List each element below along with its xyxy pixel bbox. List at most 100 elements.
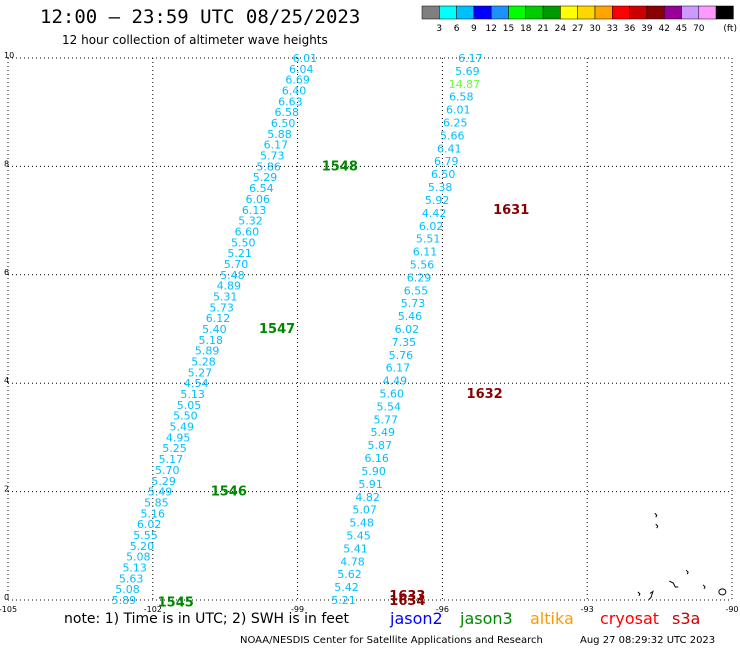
wave-height-value: 6.17	[386, 362, 411, 375]
wave-height-value: 5.56	[410, 258, 435, 271]
wave-height-value: 4.89	[217, 280, 242, 293]
color-scale-label: 33	[607, 24, 618, 34]
wave-height-value: 4.78	[340, 555, 365, 568]
wave-height-value: 5.54	[377, 400, 402, 413]
color-scale-unit: (ft)	[723, 24, 737, 34]
wave-height-value: 5.32	[238, 215, 263, 228]
wave-height-value: 5.63	[119, 572, 144, 585]
wave-height-value: 5.66	[440, 129, 465, 142]
wave-height-value: 6.50	[271, 117, 296, 130]
x-tick-label: -99	[291, 605, 304, 614]
wave-height-value: 5.05	[177, 399, 202, 412]
wave-height-value: 5.87	[367, 439, 392, 452]
wave-height-value: 6.40	[282, 85, 307, 98]
wave-height-value: 5.49	[170, 421, 195, 434]
wave-height-value: 5.90	[361, 465, 386, 478]
legend-jason2: jason2	[390, 609, 443, 628]
wave-height-value: 5.86	[256, 160, 281, 173]
wave-height-value: 5.73	[401, 297, 426, 310]
wave-height-value: 4.54	[184, 377, 209, 390]
coastline-fragment	[669, 580, 679, 588]
x-tick-label: -90	[725, 605, 738, 614]
color-scale-label: 36	[624, 24, 636, 34]
wave-height-value: 5.17	[159, 453, 184, 466]
wave-height-value: 14.87	[449, 78, 481, 91]
wave-height-value: 5.49	[370, 426, 395, 439]
x-tick-label: -93	[581, 605, 594, 614]
page-title: 12:00 – 23:59 UTC 08/25/2023	[40, 6, 361, 28]
wave-height-value: 5.88	[267, 128, 292, 141]
wave-height-value: 6.50	[431, 168, 456, 181]
legend-cryosat: cryosat	[600, 609, 660, 628]
wave-height-value: 5.27	[188, 366, 213, 379]
color-scale-label: 12	[485, 24, 496, 34]
wave-height-value: 5.40	[202, 323, 227, 336]
color-scale-label: 9	[471, 24, 477, 34]
color-scale-label: 3	[436, 24, 442, 34]
color-scale-label: 45	[676, 24, 687, 34]
wave-height-value: 5.18	[198, 334, 223, 347]
wave-height-value: 5.85	[144, 496, 169, 509]
color-scale-label: 30	[589, 24, 601, 34]
color-scale-label: 70	[693, 24, 705, 34]
wave-height-value: 6.55	[404, 284, 429, 297]
wave-height-value: 5.70	[224, 258, 249, 271]
coastline-fragment	[648, 590, 654, 600]
wave-height-value: 6.79	[434, 155, 459, 168]
y-tick-label: 10	[4, 51, 14, 60]
y-tick-label: 2	[4, 485, 9, 494]
y-tick-label: 0	[4, 593, 9, 602]
wave-height-value: 6.58	[274, 106, 299, 119]
x-tick-label: -105	[0, 605, 17, 614]
wave-height-value: 5.55	[133, 529, 158, 542]
wave-height-value: 6.01	[446, 104, 471, 117]
wave-height-value: 5.50	[173, 410, 198, 423]
wave-height-value: 6.25	[443, 117, 468, 130]
wave-height-value: 5.29	[253, 171, 278, 184]
wave-height-value: 5.07	[352, 504, 377, 517]
wave-height-value: 5.48	[349, 517, 374, 530]
wave-height-value: 5.31	[213, 290, 238, 303]
wave-height-value: 6.58	[449, 91, 474, 104]
pass-time-label: 1545	[158, 596, 194, 611]
color-scale-label: 39	[641, 24, 653, 34]
wave-height-value: 6.02	[137, 518, 162, 531]
wave-height-value: 5.42	[334, 581, 359, 594]
coastline-fragment	[654, 512, 658, 518]
wave-height-value: 5.25	[162, 442, 187, 455]
color-scale-label: 27	[572, 24, 583, 34]
pass-time-label: 1631	[493, 203, 529, 218]
wave-height-value: 5.13	[180, 388, 205, 401]
wave-height-value: 5.50	[231, 236, 256, 249]
pass-time-label: 1632	[467, 387, 503, 402]
wave-height-value: 5.16	[141, 507, 166, 520]
legend-jason3: jason3	[460, 609, 513, 628]
wave-height-value: 6.69	[285, 74, 310, 87]
legend-s3a: s3a	[672, 609, 701, 628]
wave-height-value: 5.62	[337, 568, 362, 581]
wave-height-value: 5.41	[343, 542, 368, 555]
wave-height-value: 4.42	[422, 207, 447, 220]
color-scale-label: 24	[555, 24, 567, 34]
wave-height-value: 6.04	[289, 63, 314, 76]
coastline-fragment	[685, 569, 689, 575]
x-tick-label: -102	[144, 605, 162, 614]
wave-height-value: 6.16	[364, 452, 389, 465]
wave-height-value: 5.77	[374, 413, 399, 426]
wave-height-value: 5.08	[126, 551, 151, 564]
wave-height-value: 5.21	[227, 247, 252, 260]
coastline-fragment	[637, 591, 641, 597]
wave-height-value: 6.63	[278, 95, 303, 108]
wave-height-value: 6.11	[413, 246, 438, 259]
color-scale-label: 15	[503, 24, 514, 34]
x-tick-label: -96	[436, 605, 449, 614]
island-outline	[718, 588, 727, 596]
wave-height-value: 6.17	[458, 52, 483, 65]
wave-height-value: 4.95	[166, 431, 191, 444]
wave-height-value: 6.41	[437, 142, 462, 155]
coastline-fragment	[655, 523, 659, 529]
wave-height-value: 6.17	[264, 139, 289, 152]
wave-height-value: 7.35	[392, 336, 417, 349]
wave-height-value: 5.76	[389, 349, 414, 362]
